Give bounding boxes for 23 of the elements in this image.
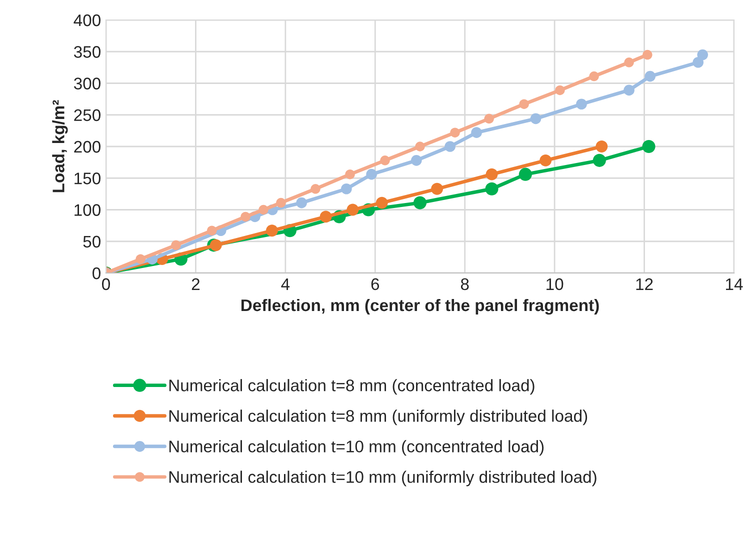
y-tick-label: 300 bbox=[74, 78, 100, 90]
x-tick-label: 14 bbox=[726, 278, 743, 290]
x-tick-label: 8 bbox=[460, 278, 469, 290]
y-tick-label: 200 bbox=[74, 140, 100, 153]
x-tick-label: 0 bbox=[102, 278, 110, 290]
x-tick-label: 6 bbox=[371, 278, 380, 290]
y-tick-label: 350 bbox=[74, 46, 100, 58]
y-tick-label: 0 bbox=[92, 267, 100, 280]
legend-label: Numerical calculation t=10 mm (concentrated load) bbox=[169, 440, 544, 456]
x-tick-label: 10 bbox=[546, 278, 564, 290]
x-tick-label: 4 bbox=[281, 278, 290, 290]
x-tick-label: 12 bbox=[636, 278, 653, 290]
y-tick-label: 100 bbox=[74, 204, 100, 216]
legend-label: Numerical calculation t=8 mm (uniformly distributed load) bbox=[169, 410, 588, 426]
x-tick-label: 2 bbox=[192, 278, 200, 290]
y-tick-label: 250 bbox=[74, 109, 100, 122]
legend-label: Numerical calculation t=10 mm (uniformly distributed load) bbox=[169, 470, 596, 486]
x-axis-title: Deflection, mm (center of the panel fragment) bbox=[241, 298, 599, 315]
y-tick-label: 150 bbox=[74, 172, 100, 184]
y-tick-label: 50 bbox=[83, 236, 100, 248]
legend-label: Numerical calculation t=8 mm (concentrated load) bbox=[169, 379, 534, 395]
y-axis-title: Load, kg/m² bbox=[52, 100, 68, 192]
y-tick-label: 400 bbox=[74, 14, 100, 26]
